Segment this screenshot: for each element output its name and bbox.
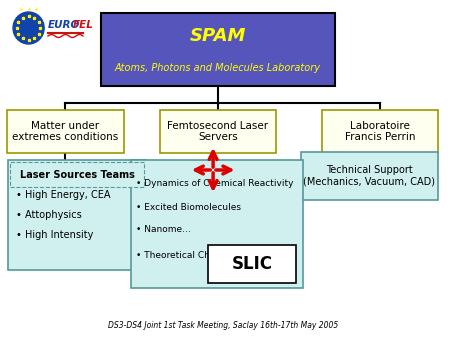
FancyBboxPatch shape bbox=[7, 110, 124, 153]
Text: SLIC: SLIC bbox=[231, 255, 272, 273]
Text: • Nanome...: • Nanome... bbox=[136, 225, 191, 235]
FancyBboxPatch shape bbox=[301, 152, 438, 200]
Text: DS3-DS4 Joint 1st Task Meeting, Saclay 16th-17th May 2005: DS3-DS4 Joint 1st Task Meeting, Saclay 1… bbox=[108, 321, 338, 331]
Text: • Excited Biomolecules: • Excited Biomolecules bbox=[136, 203, 241, 213]
Text: Femtosecond Laser
Servers: Femtosecond Laser Servers bbox=[167, 121, 269, 142]
Text: SPAM: SPAM bbox=[190, 27, 246, 45]
Text: • Theoretical Chemistry: • Theoretical Chemistry bbox=[136, 251, 245, 261]
Text: • Dynamics of Chemical Reactivity: • Dynamics of Chemical Reactivity bbox=[136, 178, 294, 188]
FancyBboxPatch shape bbox=[10, 162, 144, 187]
FancyBboxPatch shape bbox=[322, 110, 438, 153]
Text: EURO: EURO bbox=[48, 20, 81, 30]
Text: • High Energy, CEA: • High Energy, CEA bbox=[16, 190, 110, 200]
Text: Laser Sources Teams: Laser Sources Teams bbox=[20, 169, 135, 179]
Text: Matter under
extremes conditions: Matter under extremes conditions bbox=[12, 121, 119, 142]
FancyBboxPatch shape bbox=[130, 160, 303, 288]
FancyBboxPatch shape bbox=[8, 160, 146, 270]
Text: • High Intensity: • High Intensity bbox=[16, 230, 93, 240]
FancyBboxPatch shape bbox=[208, 245, 296, 283]
Text: Technical Support
(Mechanics, Vacuum, CAD): Technical Support (Mechanics, Vacuum, CA… bbox=[303, 165, 436, 187]
Circle shape bbox=[13, 12, 44, 44]
FancyBboxPatch shape bbox=[160, 110, 276, 153]
Text: • Attophysics: • Attophysics bbox=[16, 210, 82, 220]
Text: Atoms, Photons and Molecules Laboratory: Atoms, Photons and Molecules Laboratory bbox=[115, 63, 321, 73]
Text: Laboratoire
Francis Perrin: Laboratoire Francis Perrin bbox=[345, 121, 415, 142]
Text: FEL: FEL bbox=[72, 20, 93, 30]
FancyBboxPatch shape bbox=[101, 13, 334, 86]
